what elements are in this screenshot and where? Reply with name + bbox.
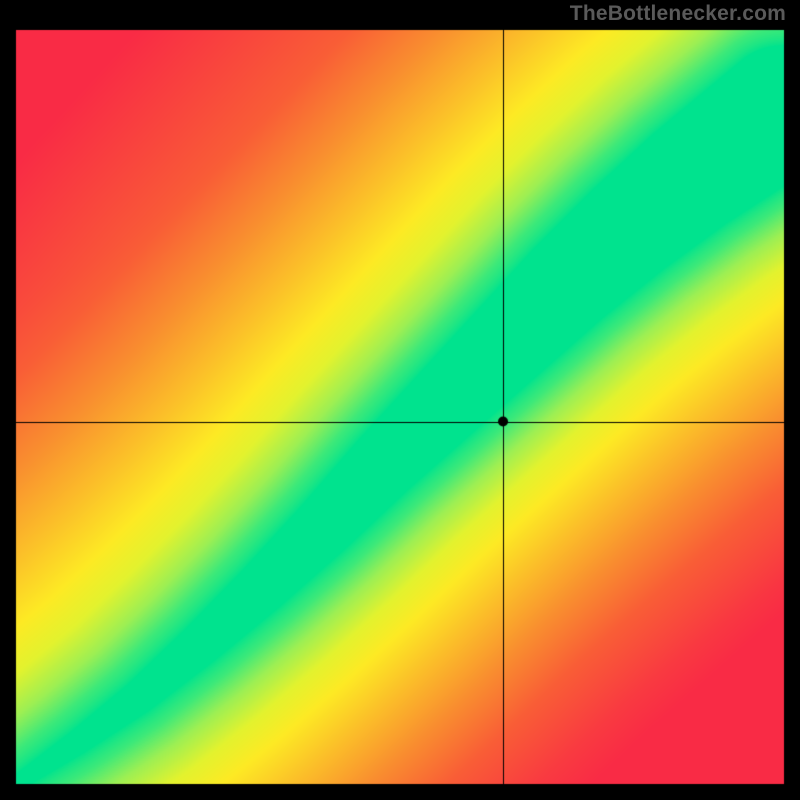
heatmap-canvas: [0, 0, 800, 800]
watermark-text: TheBottlenecker.com: [570, 2, 786, 26]
chart-container: TheBottlenecker.com: [0, 0, 800, 800]
